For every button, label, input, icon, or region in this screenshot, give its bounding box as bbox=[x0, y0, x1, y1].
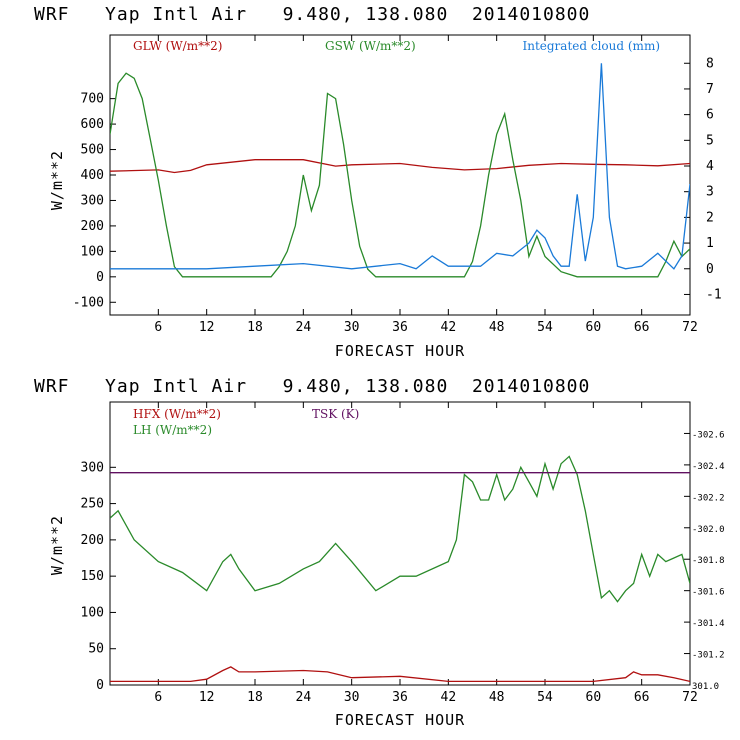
x-tick-label: 72 bbox=[682, 320, 698, 335]
y2-tick-label: -301.8 bbox=[692, 556, 725, 566]
y-tick-label: 300 bbox=[81, 460, 104, 475]
x-tick-label: 66 bbox=[634, 690, 650, 705]
y2-tick-label: -301.6 bbox=[692, 588, 725, 598]
y-tick-label: 100 bbox=[81, 605, 104, 620]
x-tick-label: 6 bbox=[154, 690, 162, 705]
x-tick-label: 12 bbox=[199, 320, 215, 335]
x-tick-label: 72 bbox=[682, 690, 698, 705]
bottom-chart-title: WRF Yap Intl Air 9.480, 138.080 20140108… bbox=[34, 376, 591, 397]
y-tick-label: 0 bbox=[96, 270, 104, 285]
y-tick-label: 200 bbox=[81, 533, 104, 548]
y-tick-label: 200 bbox=[81, 219, 104, 234]
legend-label-blue: Integrated cloud (mm) bbox=[522, 39, 660, 53]
y2-tick-label: -301.2 bbox=[692, 651, 725, 661]
series-line-green bbox=[110, 72, 690, 278]
y2-tick-label: 301.0 bbox=[692, 682, 719, 692]
y-tick-label: 150 bbox=[81, 569, 104, 584]
y2-tick-label: -302.4 bbox=[692, 462, 725, 472]
series-line-green bbox=[110, 455, 690, 603]
x-tick-label: 48 bbox=[489, 690, 505, 705]
x-tick-label: 42 bbox=[441, 690, 457, 705]
y-tick-label: 700 bbox=[81, 92, 104, 107]
x-tick-label: 42 bbox=[441, 320, 457, 335]
series-line-blue bbox=[110, 63, 690, 270]
y2-tick-label: -302.0 bbox=[692, 525, 725, 535]
y2-tick-label: -301.4 bbox=[692, 619, 725, 629]
legend-label-green: LH (W/m**2) bbox=[133, 423, 212, 437]
legend-label-purple: TSK (K) bbox=[312, 407, 359, 421]
y2-tick-label: -1 bbox=[706, 287, 722, 302]
y2-tick-label: -302.2 bbox=[692, 493, 725, 503]
y-axis-title: W/m**2 bbox=[48, 150, 66, 210]
x-tick-label: 36 bbox=[392, 690, 408, 705]
y2-tick-label: 4 bbox=[706, 159, 714, 174]
y-tick-label: 100 bbox=[81, 244, 104, 259]
x-axis-title: FORECAST HOUR bbox=[335, 711, 465, 729]
series-line-red bbox=[110, 159, 690, 174]
plot-frame bbox=[109, 34, 691, 316]
y2-tick-label: 0 bbox=[706, 262, 714, 277]
y2-tick-label: 1 bbox=[706, 236, 714, 251]
legend-label-red: HFX (W/m**2) bbox=[133, 407, 221, 421]
y-tick-label: -100 bbox=[73, 295, 104, 310]
x-tick-label: 54 bbox=[537, 320, 553, 335]
x-tick-label: 24 bbox=[296, 320, 312, 335]
y2-tick-label: -302.6 bbox=[692, 430, 725, 440]
x-tick-label: 24 bbox=[296, 690, 312, 705]
x-tick-label: 6 bbox=[154, 320, 162, 335]
y-tick-label: 50 bbox=[88, 642, 104, 657]
x-tick-label: 18 bbox=[247, 690, 263, 705]
legend-label-green: GSW (W/m**2) bbox=[325, 39, 416, 53]
x-tick-label: 12 bbox=[199, 690, 215, 705]
x-tick-label: 30 bbox=[344, 690, 360, 705]
x-tick-label: 18 bbox=[247, 320, 263, 335]
y-tick-label: 250 bbox=[81, 497, 104, 512]
y-tick-label: 300 bbox=[81, 193, 104, 208]
x-tick-label: 60 bbox=[586, 690, 602, 705]
y-tick-label: 600 bbox=[81, 117, 104, 132]
y-tick-label: 400 bbox=[81, 168, 104, 183]
x-tick-label: 48 bbox=[489, 320, 505, 335]
plot-frame bbox=[109, 401, 691, 686]
legend-label-red: GLW (W/m**2) bbox=[133, 39, 222, 53]
x-tick-label: 30 bbox=[344, 320, 360, 335]
x-tick-label: 36 bbox=[392, 320, 408, 335]
y2-tick-label: 2 bbox=[706, 210, 714, 225]
x-tick-label: 66 bbox=[634, 320, 650, 335]
y-axis-title: W/m**2 bbox=[48, 515, 66, 575]
y2-tick-label: 3 bbox=[706, 185, 714, 200]
y-tick-label: 500 bbox=[81, 143, 104, 158]
y2-tick-label: 7 bbox=[706, 82, 714, 97]
y2-tick-label: 5 bbox=[706, 133, 714, 148]
y2-tick-label: 6 bbox=[706, 108, 714, 123]
top-chart-title: WRF Yap Intl Air 9.480, 138.080 20140108… bbox=[34, 4, 591, 25]
y-tick-label: 0 bbox=[96, 678, 104, 693]
x-axis-title: FORECAST HOUR bbox=[335, 342, 465, 360]
top-chart: 6 12 18 24 30 36 42 48 54 60 66 72-1000100200300400… bbox=[48, 34, 722, 360]
bottom-chart: 6 12 18 24 30 36 42 48 54 60 66 72 0 50 100 150 200 250 30… bbox=[48, 401, 725, 729]
x-tick-label: 54 bbox=[537, 690, 553, 705]
x-tick-label: 60 bbox=[586, 320, 602, 335]
series-line-red bbox=[110, 666, 690, 683]
y2-tick-label: 8 bbox=[706, 56, 714, 71]
